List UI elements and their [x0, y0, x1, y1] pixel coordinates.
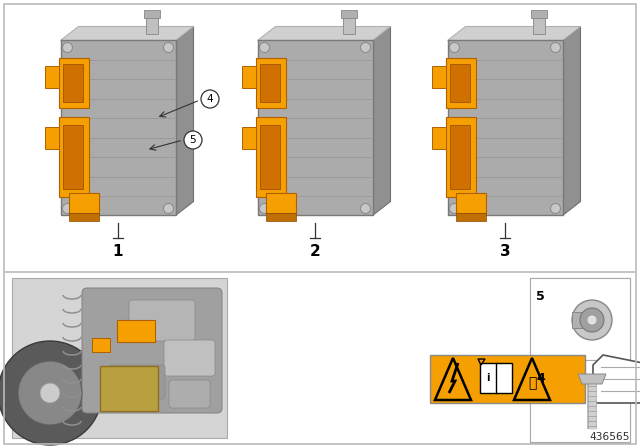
Bar	[449, 125, 470, 190]
Circle shape	[550, 203, 561, 214]
Circle shape	[587, 315, 597, 325]
Circle shape	[449, 43, 460, 52]
Bar	[431, 66, 445, 89]
Bar	[68, 214, 99, 221]
Circle shape	[63, 203, 72, 214]
Circle shape	[572, 300, 612, 340]
Text: 5: 5	[189, 135, 196, 145]
Bar	[92, 338, 110, 352]
Text: 4: 4	[536, 372, 545, 385]
Text: 1: 1	[113, 244, 124, 258]
Bar	[61, 40, 175, 215]
Bar	[12, 278, 227, 438]
Bar	[530, 278, 630, 443]
Circle shape	[63, 43, 72, 52]
Bar	[63, 125, 83, 190]
Bar	[45, 66, 58, 89]
Polygon shape	[445, 117, 476, 198]
Bar	[531, 10, 547, 18]
Text: 5: 5	[536, 290, 545, 303]
Circle shape	[184, 131, 202, 149]
Polygon shape	[257, 26, 390, 40]
Bar	[100, 366, 158, 411]
Bar	[241, 128, 255, 150]
Circle shape	[259, 43, 269, 52]
Text: 4: 4	[207, 94, 213, 104]
Text: 2: 2	[310, 244, 321, 258]
Polygon shape	[563, 26, 580, 215]
Bar	[63, 65, 83, 103]
Bar	[117, 320, 155, 342]
Polygon shape	[514, 358, 550, 400]
Polygon shape	[447, 26, 580, 40]
Circle shape	[163, 43, 173, 52]
Bar	[266, 194, 296, 214]
Bar	[145, 17, 157, 34]
Polygon shape	[372, 26, 390, 215]
Circle shape	[201, 90, 219, 108]
Polygon shape	[58, 59, 88, 108]
Bar	[68, 194, 99, 214]
Bar	[266, 214, 296, 221]
Bar	[241, 66, 255, 89]
Polygon shape	[478, 359, 485, 365]
Bar	[340, 10, 356, 18]
FancyBboxPatch shape	[169, 380, 210, 408]
Bar	[342, 17, 355, 34]
Bar	[572, 312, 584, 328]
Polygon shape	[61, 26, 193, 40]
Polygon shape	[445, 59, 476, 108]
Bar	[430, 355, 585, 403]
Bar	[143, 10, 159, 18]
Circle shape	[259, 203, 269, 214]
FancyBboxPatch shape	[129, 300, 195, 341]
Text: 3: 3	[500, 244, 510, 258]
Bar	[456, 214, 486, 221]
Polygon shape	[58, 117, 88, 198]
Polygon shape	[255, 59, 285, 108]
Circle shape	[449, 203, 460, 214]
FancyBboxPatch shape	[164, 340, 215, 376]
Polygon shape	[255, 117, 285, 198]
Bar	[259, 65, 280, 103]
Bar	[45, 128, 58, 150]
Text: i: i	[486, 373, 490, 383]
FancyBboxPatch shape	[82, 288, 222, 413]
Text: ✋: ✋	[528, 376, 536, 390]
Bar	[447, 40, 563, 215]
Polygon shape	[578, 374, 606, 384]
Circle shape	[360, 43, 371, 52]
Circle shape	[580, 308, 604, 332]
Bar	[449, 65, 470, 103]
Circle shape	[163, 203, 173, 214]
Circle shape	[0, 341, 102, 445]
Bar	[530, 360, 630, 442]
Circle shape	[40, 383, 60, 403]
Polygon shape	[593, 355, 640, 403]
Polygon shape	[175, 26, 193, 215]
Circle shape	[360, 203, 371, 214]
Bar	[259, 125, 280, 190]
Bar	[456, 194, 486, 214]
Bar	[480, 363, 512, 393]
Circle shape	[550, 43, 561, 52]
Bar	[530, 278, 630, 360]
Text: 436565: 436565	[589, 432, 630, 442]
Circle shape	[18, 361, 82, 425]
Polygon shape	[435, 358, 471, 400]
FancyBboxPatch shape	[109, 365, 165, 399]
Bar	[532, 17, 545, 34]
Bar	[257, 40, 372, 215]
Bar	[431, 128, 445, 150]
